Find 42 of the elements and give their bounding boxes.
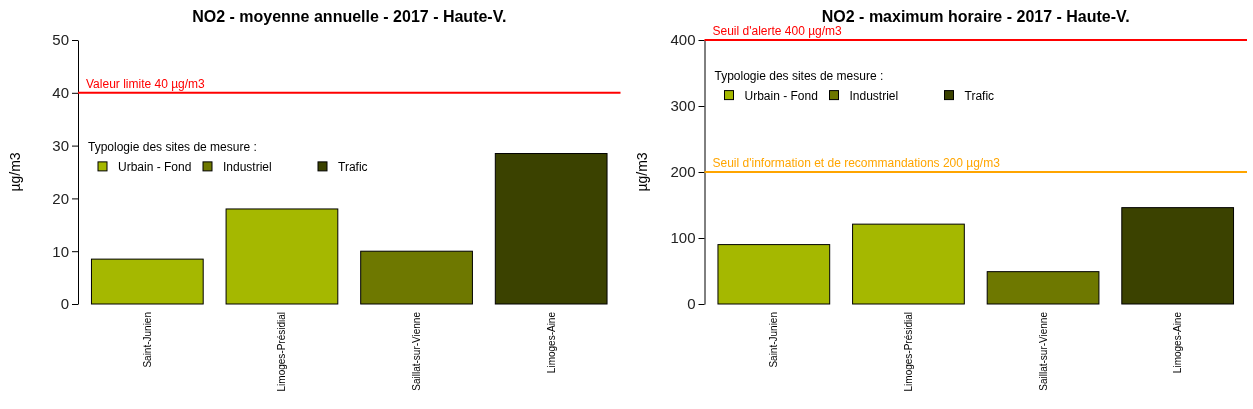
legend-label: Trafic (964, 88, 995, 103)
legend-label: Trafic (338, 159, 368, 174)
legend-label: Industriel (849, 88, 899, 103)
chart-title: NO2 - moyenne annuelle - 2017 - Haute-V. (192, 8, 507, 25)
ref-line-label: Seuil d'information et de recommandations 200 µg/m3 (712, 156, 1001, 170)
bar (717, 244, 831, 305)
x-tick-label: Saint-Junien (768, 312, 780, 368)
x-tick-label: Limoges-Présidial (276, 312, 288, 392)
legend-label: Industriel (223, 159, 272, 174)
legend-title: Typologie des sites de mesure : (88, 139, 257, 154)
x-tick-label: Saint-Junien (141, 312, 153, 368)
bar (360, 250, 473, 305)
ref-line-label: Seuil d'alerte 400 µg/m3 (712, 24, 843, 38)
chart-title: NO2 - maximum horaire - 2017 - Haute-V. (821, 8, 1130, 25)
bar (225, 208, 339, 305)
y-tick-label: 200 (670, 163, 696, 181)
y-axis-title: µg/m3 (633, 152, 650, 192)
legend-label: Urbain - Fond (744, 88, 818, 103)
y-tick-label: 40 (52, 84, 69, 102)
y-tick-label: 100 (670, 229, 696, 247)
y-tick-label: 30 (52, 136, 69, 154)
y-tick-label: 0 (60, 295, 69, 313)
y-tick-label: 50 (52, 31, 69, 49)
y-axis-title: µg/m3 (7, 152, 23, 192)
x-tick-label: Saillat-sur-Vienne (1037, 311, 1049, 391)
x-tick-label: Limoges-Aine (1172, 311, 1184, 374)
legend-label: Urbain - Fond (118, 159, 192, 174)
y-tick-label: 300 (670, 97, 696, 115)
y-tick-label: 0 (687, 295, 696, 313)
x-tick-label: Limoges-Aine (545, 311, 557, 374)
bar (494, 153, 608, 305)
legend-title: Typologie des sites de mesure : (714, 68, 884, 83)
y-tick-label: 10 (52, 242, 69, 260)
y-tick-label: 20 (52, 189, 69, 207)
x-tick-label: Saillat-sur-Vienne (411, 311, 423, 391)
y-tick-label: 400 (670, 31, 696, 49)
x-tick-label: Limoges-Présidial (902, 312, 914, 392)
bar (1121, 207, 1235, 305)
bar (852, 223, 965, 305)
ref-line-label: Valeur limite 40 µg/m3 (86, 76, 206, 91)
bar (90, 258, 204, 305)
bar (986, 271, 1100, 305)
